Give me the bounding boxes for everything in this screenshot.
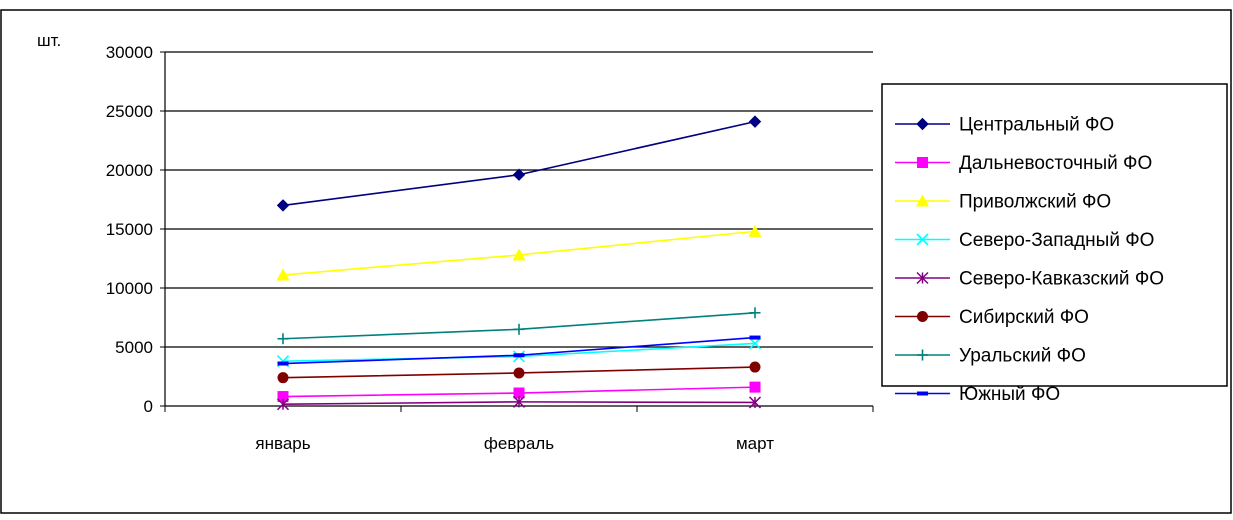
data-point xyxy=(512,248,526,261)
data-point xyxy=(748,224,762,237)
x-tick-label: февраль xyxy=(484,434,554,453)
legend-item: Южный ФО xyxy=(895,384,1060,405)
data-point xyxy=(748,115,762,128)
data-point xyxy=(917,349,928,361)
data-point xyxy=(513,353,525,358)
legend-item: Приволжский ФО xyxy=(895,192,1111,213)
marker-stroke xyxy=(916,233,929,246)
data-point xyxy=(512,395,526,408)
y-tick-label: 25000 xyxy=(106,102,153,121)
legend-label: Сибирский ФО xyxy=(959,307,1089,328)
data-point xyxy=(749,335,761,340)
legend-item: Дальневосточный ФО xyxy=(895,153,1152,174)
data-point xyxy=(916,271,929,285)
marker-stroke xyxy=(748,337,762,350)
legend-item: Сибирский ФО xyxy=(895,307,1089,328)
legend-label: Центральный ФО xyxy=(959,115,1114,136)
data-point xyxy=(749,381,761,393)
legend-box xyxy=(881,83,1228,387)
legend-item: Северо-Кавказский ФО xyxy=(895,269,1164,290)
legend-label: Северо-Западный ФО xyxy=(959,230,1154,251)
legend-item: Центральный ФО xyxy=(895,115,1114,136)
data-point xyxy=(276,199,290,212)
x-tick-label: январь xyxy=(255,434,310,453)
y-tick-label: 5000 xyxy=(115,338,153,357)
data-point xyxy=(917,311,928,322)
data-point xyxy=(917,391,928,396)
data-point xyxy=(276,268,290,281)
legend: Центральный ФО Дальневосточный ФО Приволжс… xyxy=(895,115,1164,405)
legend-label: Дальневосточный ФО xyxy=(959,153,1152,174)
data-point xyxy=(916,117,929,131)
data-point xyxy=(748,396,762,409)
legend-label: Приволжский ФО xyxy=(959,192,1111,213)
data-point xyxy=(916,194,929,207)
y-tick-label: 20000 xyxy=(106,161,153,180)
data-point xyxy=(277,391,289,403)
data-point xyxy=(513,387,525,399)
data-point xyxy=(512,168,526,181)
data-point xyxy=(277,361,289,366)
data-point xyxy=(513,367,525,379)
data-point xyxy=(277,333,289,345)
data-point xyxy=(916,233,929,246)
data-point xyxy=(749,361,761,373)
plot-area: 0 5000 10000 15000 20000 25000 30000 январь февр… xyxy=(106,43,874,453)
legend-item: Северо-Западный ФО xyxy=(895,230,1154,251)
data-point xyxy=(748,337,762,350)
data-point xyxy=(276,398,290,411)
y-tick-label: 15000 xyxy=(106,220,153,239)
data-point xyxy=(513,323,525,335)
data-point xyxy=(917,157,928,168)
data-point xyxy=(749,307,761,319)
legend-label: Уральский ФО xyxy=(959,346,1086,367)
y-tick-label: 0 xyxy=(144,397,153,416)
legend-item: Уральский ФО xyxy=(895,346,1086,367)
legend-label: Южный ФО xyxy=(959,384,1060,405)
data-point xyxy=(277,372,289,384)
y-tick-label: 30000 xyxy=(106,43,153,62)
y-tick-label: 10000 xyxy=(106,279,153,298)
legend-label: Северо-Кавказский ФО xyxy=(959,269,1164,290)
y-unit-label: шт. xyxy=(37,31,61,50)
x-tick-label: март xyxy=(736,434,774,453)
